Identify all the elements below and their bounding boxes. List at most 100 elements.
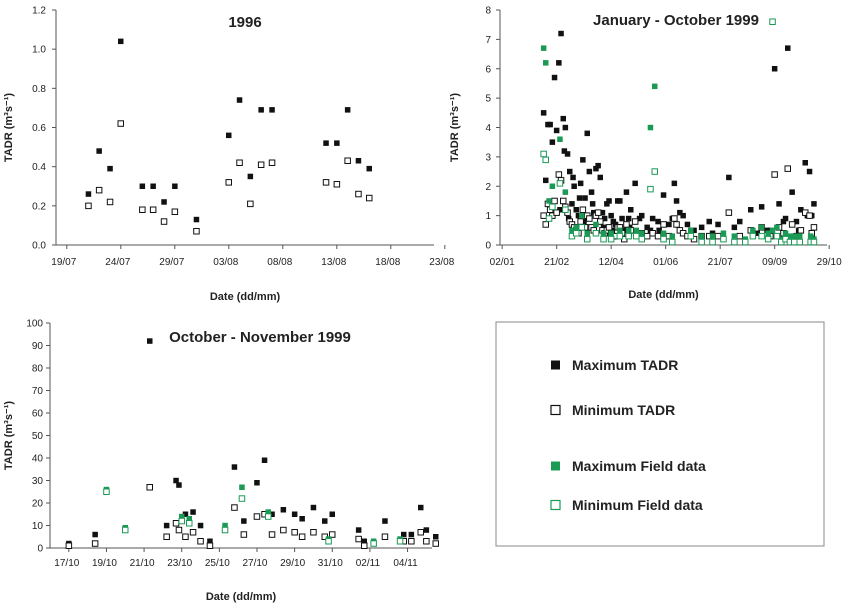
data-point bbox=[649, 230, 656, 237]
data-point bbox=[176, 482, 182, 488]
data-point bbox=[623, 189, 630, 195]
data-point bbox=[625, 227, 632, 234]
y-tick-label: 8 bbox=[485, 6, 491, 17]
data-point bbox=[601, 215, 608, 222]
data-point bbox=[247, 200, 254, 208]
data-point bbox=[581, 218, 587, 225]
data-point bbox=[680, 212, 686, 219]
data-point bbox=[625, 215, 632, 222]
data-point bbox=[557, 136, 563, 142]
data-point bbox=[549, 203, 556, 211]
x-tick-label: 21/02 bbox=[544, 257, 569, 268]
series-maximum-tadr bbox=[540, 30, 817, 236]
y-tick-label: 0 bbox=[37, 544, 43, 555]
data-point bbox=[606, 198, 612, 204]
data-point bbox=[791, 238, 798, 246]
data-point bbox=[688, 227, 694, 234]
data-point bbox=[806, 168, 813, 175]
data-point bbox=[754, 230, 760, 236]
data-point bbox=[604, 201, 610, 207]
data-point bbox=[231, 504, 238, 511]
data-point bbox=[329, 531, 336, 538]
data-point bbox=[639, 212, 645, 219]
data-point bbox=[236, 159, 243, 166]
y-tick-label: 5 bbox=[485, 94, 491, 105]
data-point bbox=[580, 157, 586, 163]
x-tick-label: 04/11 bbox=[393, 558, 418, 569]
data-point bbox=[594, 209, 602, 216]
y-tick-label: 2 bbox=[485, 182, 491, 193]
data-point bbox=[737, 218, 743, 225]
data-point bbox=[573, 207, 579, 213]
data-point bbox=[628, 207, 634, 213]
data-point bbox=[299, 516, 305, 522]
data-point bbox=[560, 115, 566, 122]
data-point bbox=[310, 529, 317, 536]
data-point bbox=[261, 457, 268, 463]
data-point bbox=[236, 97, 243, 103]
x-tick-label: 17/10 bbox=[54, 558, 79, 569]
data-point bbox=[638, 235, 645, 243]
y-tick-label: 50 bbox=[32, 431, 44, 442]
data-point bbox=[257, 161, 265, 168]
y-tick-label: 60 bbox=[32, 409, 44, 420]
data-point bbox=[334, 140, 340, 146]
data-point bbox=[579, 206, 587, 213]
data-point bbox=[408, 538, 415, 545]
legend-marker bbox=[551, 360, 560, 370]
data-point bbox=[206, 542, 214, 549]
data-point bbox=[569, 227, 575, 234]
data-point bbox=[647, 185, 654, 193]
data-point bbox=[179, 513, 185, 520]
x-tick-label: 03/08 bbox=[213, 257, 238, 268]
data-point bbox=[323, 140, 329, 146]
data-point bbox=[333, 181, 341, 188]
data-point bbox=[556, 180, 564, 187]
legend-label: Minimum TADR bbox=[572, 402, 675, 418]
data-point bbox=[584, 130, 590, 137]
data-point bbox=[644, 224, 650, 231]
data-point bbox=[355, 190, 362, 198]
data-point bbox=[172, 520, 180, 527]
x-tick-label: 31/10 bbox=[318, 558, 343, 569]
data-point bbox=[173, 477, 179, 484]
data-point bbox=[652, 83, 658, 90]
x-tick-label: 02/11 bbox=[356, 558, 381, 569]
data-point bbox=[720, 230, 727, 236]
x-tick-label: 25/10 bbox=[205, 558, 230, 569]
chart-title: October - November 1999 bbox=[169, 329, 351, 346]
data-point bbox=[562, 189, 569, 195]
data-point bbox=[582, 195, 588, 201]
data-point bbox=[632, 180, 638, 187]
data-point bbox=[417, 529, 424, 536]
data-point bbox=[344, 107, 351, 113]
data-point bbox=[540, 110, 547, 116]
data-point bbox=[569, 201, 575, 207]
data-point bbox=[555, 171, 563, 178]
data-point bbox=[782, 215, 789, 222]
data-point bbox=[774, 224, 780, 231]
data-point bbox=[91, 540, 99, 547]
data-point bbox=[247, 173, 254, 180]
y-axis-label: TADR (m³s⁻¹) bbox=[449, 93, 461, 162]
data-point bbox=[796, 238, 803, 246]
x-tick-label: 19/07 bbox=[51, 257, 76, 268]
data-point bbox=[382, 518, 388, 524]
data-point bbox=[163, 533, 170, 540]
data-point bbox=[540, 45, 547, 51]
data-point bbox=[758, 224, 765, 231]
data-point bbox=[85, 191, 92, 197]
data-point bbox=[742, 238, 749, 246]
data-point bbox=[671, 215, 678, 222]
data-point bbox=[172, 183, 178, 189]
data-point bbox=[771, 66, 778, 72]
data-point bbox=[370, 540, 377, 547]
data-point bbox=[595, 162, 601, 169]
series-maximum-field-data bbox=[103, 484, 403, 544]
data-point bbox=[547, 121, 553, 128]
data-point bbox=[361, 538, 367, 544]
data-point bbox=[669, 238, 676, 246]
data-point bbox=[636, 215, 643, 222]
legend-marker bbox=[550, 404, 561, 416]
data-point bbox=[660, 192, 667, 198]
